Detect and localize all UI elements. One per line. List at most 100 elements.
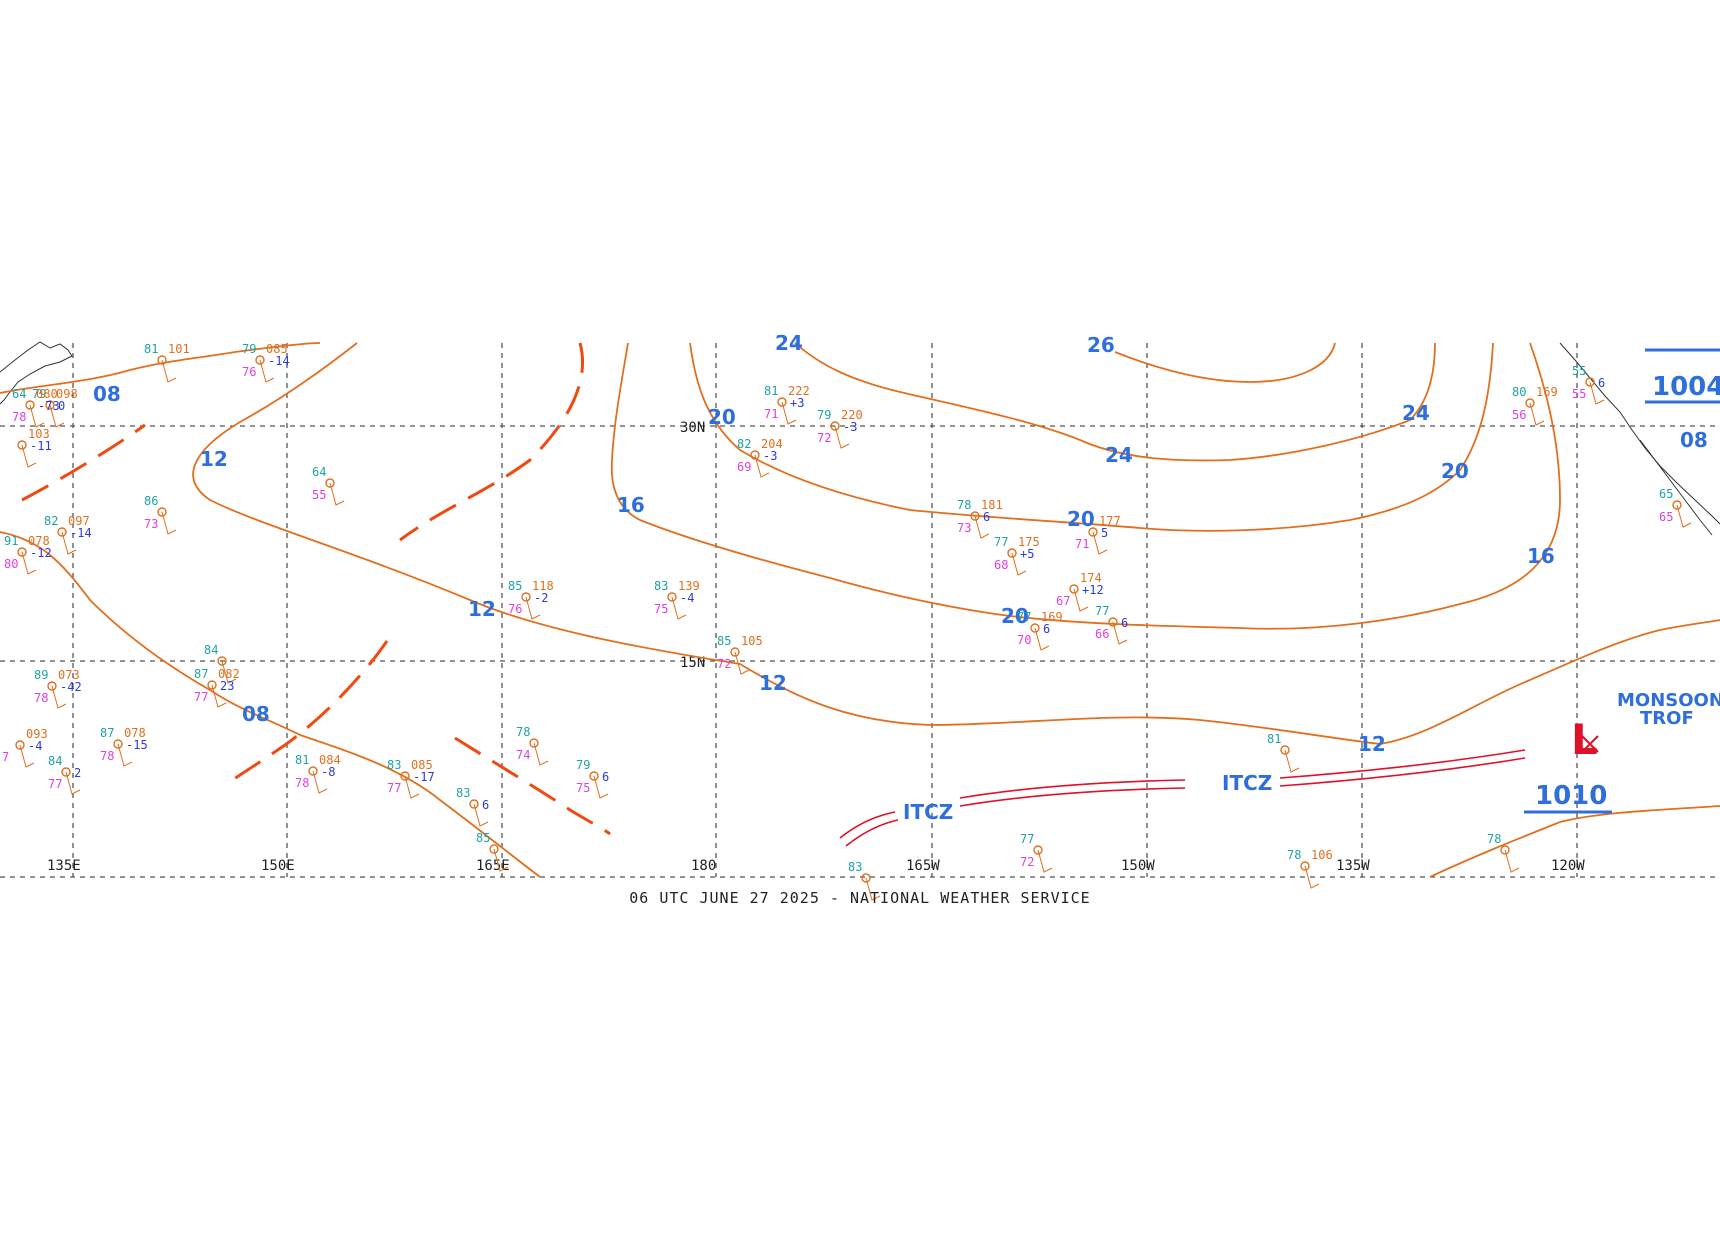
station-dewpoint: 76 [242, 365, 256, 379]
wind-barb [29, 404, 45, 428]
station-dewpoint: 76 [508, 602, 522, 616]
station-dewpoint: 55 [1572, 387, 1586, 401]
station-tendency: -4 [28, 739, 42, 753]
station-temp: 81 [764, 384, 778, 398]
wind-barb [593, 775, 609, 799]
station-dewpoint: 75 [654, 602, 668, 616]
station-tendency: +12 [1082, 583, 1104, 597]
itcz-band [959, 787, 1186, 807]
station-plot: 81 084 78 -8 [295, 753, 341, 794]
station-pressure: 084 [319, 753, 341, 767]
station-tendency: -73 [38, 399, 60, 413]
station-circle [217, 656, 227, 666]
wind-barb [329, 482, 345, 506]
itcz-label: ITCZ [903, 800, 953, 824]
isobar-labels: 08 12 12 24 20 16 20 26 24 24 20 20 16 1… [93, 331, 1708, 756]
wind-barb [21, 444, 37, 468]
station-temp: 78 [1287, 848, 1301, 862]
axis-labels: 135E 150E 165E 180 165W 150W 135W 120W 3… [47, 420, 1585, 874]
north-america-coast [1559, 342, 1720, 525]
station-dewpoint: 78 [12, 410, 26, 424]
station-plot: 85 105 72 [717, 634, 763, 675]
station-tendency: -11 [30, 439, 52, 453]
station-circle [777, 397, 787, 407]
station-plot: 87 082 77 23 [194, 667, 240, 708]
station-temp: 85 [508, 579, 522, 593]
station-circle [1585, 377, 1595, 387]
monsoon-label: MONSOON [1617, 690, 1720, 711]
station-plot: 86 73 [144, 494, 177, 535]
wind-barb [974, 515, 990, 539]
isobar [0, 531, 541, 878]
station-circle [325, 478, 335, 488]
station-circle [589, 771, 599, 781]
station-temp: 79 [32, 387, 46, 401]
isobar-label: 12 [759, 671, 787, 695]
station-plot: 82 204 69 -3 [737, 437, 783, 478]
station-dewpoint: 70 [1017, 633, 1031, 647]
station-pressure: 093 [26, 727, 48, 741]
station-circle [1300, 861, 1310, 871]
station-temp: 64 [312, 465, 326, 479]
wind-barb [834, 425, 850, 449]
wind-barb [1037, 849, 1053, 873]
isobar-label: 12 [1358, 732, 1386, 756]
station-tendency: -3 [843, 420, 857, 434]
wind-barb [493, 848, 509, 872]
wind-barb [211, 684, 227, 708]
footer-caption: 06 UTC JUNE 27 2025 - NATIONAL WEATHER S… [629, 889, 1090, 907]
wind-barb [1034, 627, 1050, 651]
wind-barb [65, 771, 81, 795]
trough-line [21, 423, 146, 502]
station-temp: 77 [1095, 604, 1109, 618]
station-plot: 91 078 80 -12 [4, 534, 52, 575]
wind-barb [1529, 402, 1545, 426]
station-temp: 77 [994, 535, 1008, 549]
station-pressure: 080 [36, 387, 58, 401]
station-temp: 84 [204, 643, 218, 657]
station-plot: 78 106 [1287, 848, 1333, 889]
wind-barb [259, 359, 275, 383]
baja-coast [1639, 439, 1713, 536]
station-plot: 55 55 6 [1572, 364, 1605, 405]
station-circle [1007, 548, 1017, 558]
lon-label: 150W [1121, 858, 1155, 874]
station-plot: 80 169 56 [1512, 385, 1558, 426]
station-tendency: 6 [1043, 622, 1050, 636]
wind-barb [734, 651, 750, 675]
station-dewpoint: 69 [737, 460, 751, 474]
isobar-label: 26 [1087, 333, 1115, 357]
station-temp: 79 [242, 342, 256, 356]
station-pressure: 220 [841, 408, 863, 422]
lon-label: 165W [906, 858, 940, 874]
station-plot: 85 118 76 -2 [508, 579, 554, 620]
station-tendency: -4 [680, 591, 694, 605]
wind-barb [1112, 621, 1128, 645]
isobar [0, 342, 321, 394]
station-plot: 103-11 [17, 427, 52, 468]
isobar-label: 16 [1527, 544, 1555, 568]
station-circle [113, 739, 123, 749]
station-tendency: -17 [413, 770, 435, 784]
station-dewpoint: 78 [100, 749, 114, 763]
lon-label: 165E [476, 858, 510, 874]
station-dewpoint: 71 [1075, 537, 1089, 551]
station-pressure: 103 [28, 427, 50, 441]
station-circle [15, 740, 25, 750]
wind-barb [51, 685, 67, 709]
station-circle [157, 507, 167, 517]
station-dewpoint: 77 [387, 781, 401, 795]
lon-label: 180 [691, 858, 716, 874]
station-plot: 78 181 73 6 [957, 498, 1003, 539]
station-dewpoint: 67 [1056, 594, 1070, 608]
station-pressure: 169 [1536, 385, 1558, 399]
itcz-bands [839, 749, 1526, 847]
station-circle [1672, 500, 1682, 510]
station-temp: 78 [1487, 832, 1501, 846]
station-plot: 83 [848, 860, 881, 901]
lon-label: 135E [47, 858, 81, 874]
wind-barb [1011, 552, 1027, 576]
wind-barb [19, 744, 35, 768]
wind-barb [21, 551, 37, 575]
station-temp: 77 [1017, 610, 1031, 624]
